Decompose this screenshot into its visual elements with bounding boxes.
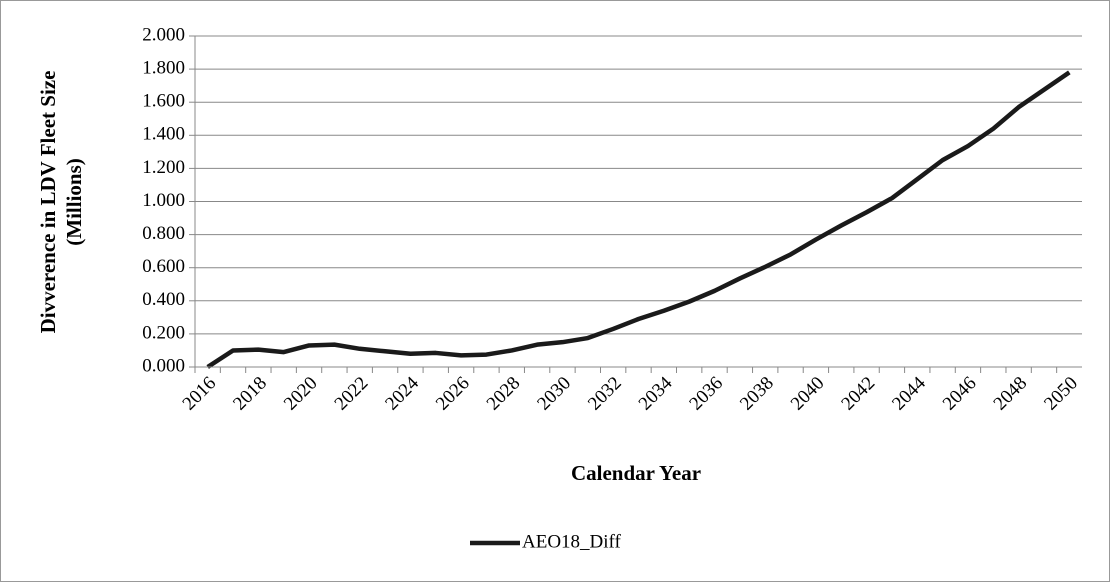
- legend-label: AEO18_Diff: [522, 531, 622, 552]
- series-line: [206, 70, 1071, 369]
- y-tick-label: 0.200: [142, 322, 185, 343]
- y-tick-label: 1.400: [142, 124, 185, 145]
- x-axis-title: Calendar Year: [571, 461, 701, 485]
- y-tick-label: 1.600: [142, 91, 185, 112]
- y-tick-label: 2.000: [142, 24, 185, 45]
- y-tick-label: 1.800: [142, 57, 185, 78]
- y-axis-title: (Millions): [62, 158, 86, 246]
- y-tick-label: 1.000: [142, 190, 185, 211]
- y-tick-label: 0.800: [142, 223, 185, 244]
- y-tick-label: 0.600: [142, 256, 185, 277]
- y-tick-label: 1.200: [142, 157, 185, 178]
- y-tick-label: 0.400: [142, 289, 185, 310]
- y-tick-label: 0.000: [142, 355, 185, 376]
- y-axis-title: Divverence in LDV Fleet Size: [36, 71, 60, 334]
